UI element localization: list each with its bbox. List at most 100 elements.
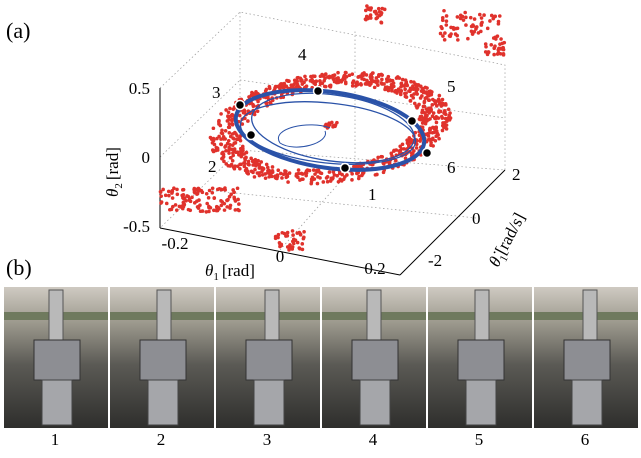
scatter-dot	[432, 116, 437, 120]
robot-base	[147, 379, 179, 426]
scatter-dot	[283, 169, 287, 173]
scatter-dot	[340, 78, 345, 82]
scatter-dot	[219, 112, 223, 116]
scatter-dot	[491, 16, 496, 21]
scatter-dot	[428, 138, 433, 143]
scatter-dot	[256, 158, 260, 163]
scatter-dot	[425, 86, 429, 90]
scatter-dot	[369, 73, 373, 78]
scatter-dot	[409, 79, 413, 84]
scatter-dot	[260, 173, 265, 177]
scatter-dot	[335, 173, 339, 178]
scatter-dot	[370, 78, 374, 82]
scatter-dot	[379, 154, 383, 159]
scatter-dot	[237, 137, 241, 141]
robot-body	[139, 339, 187, 381]
scatter-dot	[444, 19, 449, 23]
scatter-dot	[361, 73, 365, 78]
scatter-dot	[372, 85, 377, 90]
scatter-dot	[240, 122, 245, 126]
scatter-dot	[226, 197, 230, 202]
scatter-dot	[158, 190, 163, 194]
scatter-dot	[455, 15, 460, 19]
scatter-dot	[428, 117, 432, 121]
scatter-dot	[267, 171, 272, 176]
scatter-dot	[412, 80, 416, 84]
scatter-dot	[414, 89, 419, 94]
scatter-dot	[163, 193, 168, 198]
robot-body	[457, 339, 505, 381]
scatter-dot	[286, 180, 290, 184]
scatter-dot	[241, 148, 245, 153]
scatter-dot	[298, 178, 302, 182]
scatter-dot	[294, 172, 299, 176]
scatter-dot	[228, 164, 233, 168]
scatter-dot	[276, 168, 281, 173]
scatter-dot	[472, 17, 477, 21]
scatter-dot	[232, 137, 236, 141]
scatter-dot	[215, 136, 219, 141]
scatter-dot	[291, 233, 295, 237]
point-label: 4	[298, 45, 307, 64]
scatter-dot	[221, 137, 226, 141]
scatter-dot	[252, 175, 257, 179]
scatter-dot	[434, 104, 439, 108]
scatter-dot	[444, 103, 448, 107]
scatter-dot	[227, 118, 231, 122]
scatter-dot	[256, 99, 260, 104]
scatter-dot	[325, 174, 330, 179]
scatter-dot	[470, 32, 475, 36]
scatter-dot	[479, 16, 484, 20]
scatter-dot	[394, 76, 399, 80]
scatter-dot	[233, 208, 238, 212]
scatter-dot	[440, 128, 445, 133]
scatter-dot	[172, 186, 176, 191]
scatter-dot	[227, 145, 231, 150]
scatter-dot	[276, 235, 280, 240]
scatter-dot	[204, 191, 209, 196]
scatter-dot	[220, 151, 224, 156]
scatter-dot	[327, 84, 332, 88]
scatter-dot	[251, 104, 256, 109]
scatter-dot	[376, 6, 381, 11]
scatter-dot	[235, 186, 240, 191]
x-tick-label: 0	[276, 247, 285, 266]
scatter-dot	[237, 208, 241, 213]
scatter-dot	[400, 77, 405, 82]
scatter-dot	[213, 148, 218, 153]
scatter-dot	[204, 210, 209, 214]
scatter-dot	[222, 208, 227, 212]
scatter-dot	[242, 152, 246, 156]
scatter-dot	[252, 112, 257, 117]
scatter-dot	[412, 101, 417, 106]
scatter-dot	[427, 89, 431, 94]
scatter-dot	[181, 187, 186, 192]
y-tick-label: 0.5	[129, 79, 150, 98]
scatter-dot	[181, 193, 186, 197]
scatter-dot	[311, 168, 316, 172]
scatter-dot	[364, 17, 368, 22]
scatter-dot	[350, 172, 354, 176]
scatter-dot	[422, 100, 427, 105]
scatter-dot	[308, 79, 313, 83]
scatter-dot	[251, 163, 255, 167]
scatter-dot	[498, 42, 502, 46]
scatter-dot	[407, 136, 412, 140]
scatter-dot	[267, 86, 272, 91]
scatter-dot	[265, 165, 270, 170]
scatter-dot	[441, 101, 445, 106]
scatter-dot	[226, 125, 231, 130]
scatter-dot	[243, 156, 247, 161]
scatter-dot	[355, 80, 359, 84]
scatter-dot	[249, 156, 253, 161]
scatter-dot	[350, 178, 354, 182]
scatter-dot	[230, 159, 235, 163]
scatter-dot	[418, 117, 423, 122]
robot-base	[465, 379, 497, 426]
scatter-dot	[223, 128, 228, 133]
scatter-dot	[212, 196, 217, 200]
scatter-dot	[338, 177, 343, 182]
scatter-dot	[395, 91, 399, 95]
frame-label: 3	[263, 430, 272, 449]
